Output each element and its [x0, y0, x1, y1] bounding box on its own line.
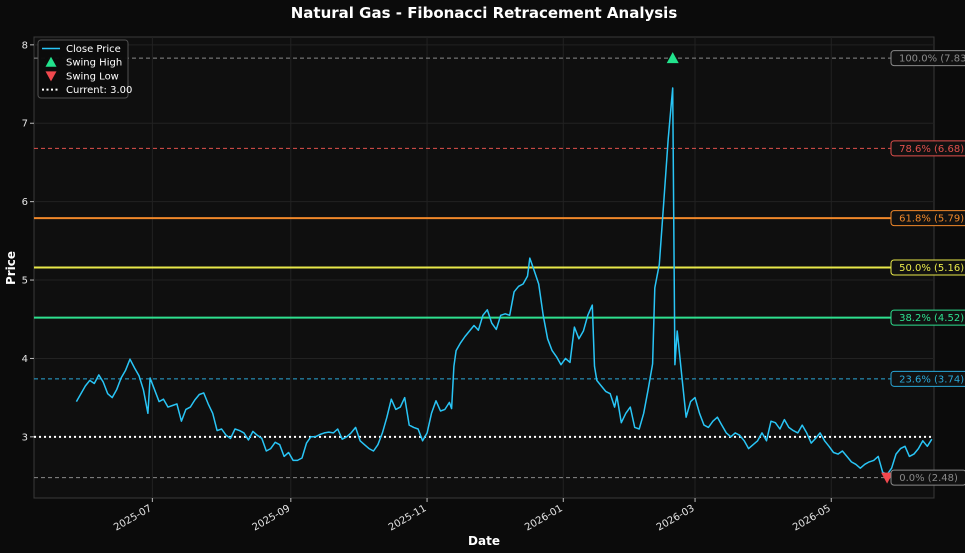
- y-tick-label: 4: [22, 354, 28, 365]
- fib-label-box: [890, 140, 965, 157]
- x-tick-label: 2026-03: [655, 503, 697, 533]
- fib-level-labels: 100.0% (7.83) 78.6% (6.68) 61.8% (5.79) 50.…: [890, 50, 965, 486]
- fib-label: 61.8% (5.79): [899, 214, 964, 225]
- y-tick-label: 7: [22, 119, 28, 130]
- triangle-down-icon: [45, 71, 57, 82]
- fib-label: 78.6% (6.68): [899, 144, 964, 155]
- legend-label: Swing Low: [66, 71, 119, 82]
- x-tick-label: 2025-07: [112, 503, 154, 533]
- legend-label: Swing High: [66, 58, 122, 69]
- x-tick-label: 2025-09: [251, 503, 293, 533]
- y-tick-label: 6: [22, 197, 28, 208]
- close-price-series: [75, 87, 933, 476]
- x-axis-label: Date: [468, 534, 500, 548]
- legend-box: [37, 39, 129, 99]
- fib-label-box: [890, 469, 965, 486]
- triangle-up-icon: [45, 56, 57, 67]
- fib-label-box: [890, 50, 965, 67]
- fib-label: 38.2% (4.52): [899, 313, 964, 324]
- fib-label-box: [890, 309, 965, 326]
- fib-label: 100.0% (7.83): [899, 54, 965, 65]
- x-tick-label: 2025-11: [387, 503, 429, 533]
- legend-label: Current: 3.00: [66, 85, 132, 96]
- swing-low-marker: [881, 472, 894, 484]
- y-axis-label: Price: [4, 251, 18, 285]
- chart-title: Natural Gas - Fibonacci Retracement Anal…: [291, 4, 678, 22]
- y-tick-label: 3: [22, 432, 28, 443]
- fib-label-box: [890, 210, 965, 227]
- x-tick-label: 2026-01: [523, 503, 565, 533]
- y-axis-ticks: 3 4 5 6 7 8: [22, 40, 34, 443]
- x-tick-label: 2026-05: [791, 503, 833, 533]
- legend-label: Close Price: [66, 44, 121, 55]
- fib-label: 50.0% (5.16): [899, 263, 964, 274]
- close-price-line: [75, 87, 933, 476]
- y-tick-label: 5: [22, 276, 28, 287]
- legend: Close Price Swing High Swing Low Current: 3…: [37, 39, 132, 99]
- fib-label: 0.0% (2.48): [899, 473, 958, 484]
- swing-high-marker: [666, 52, 679, 64]
- fib-label-box: [890, 370, 965, 387]
- x-axis-ticks: 2025-07 2025-09 2025-11 2026-01 2026-03 2026-…: [112, 498, 833, 533]
- fib-label: 23.6% (3.74): [899, 374, 964, 385]
- y-tick-label: 8: [22, 40, 28, 51]
- swing-markers: [666, 52, 894, 484]
- fib-label-box: [890, 259, 965, 276]
- fib-levels: [34, 57, 934, 479]
